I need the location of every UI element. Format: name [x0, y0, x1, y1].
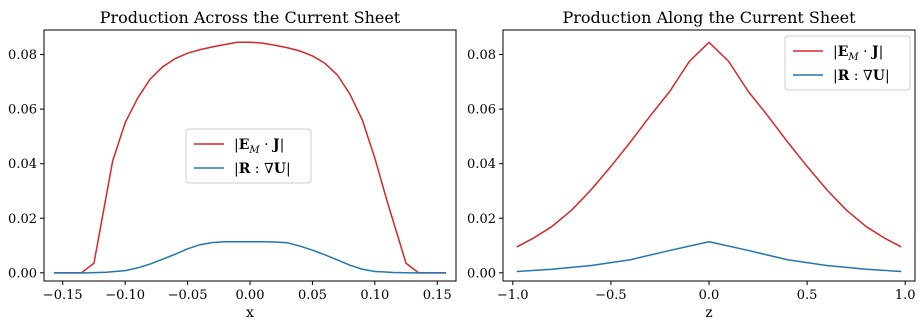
chart-title: Production Along the Current Sheet: [562, 8, 856, 27]
legend-box: [784, 35, 911, 91]
x-tick-label: 0.10: [360, 288, 389, 303]
y-tick-label: 0.00: [467, 266, 496, 281]
legend-label: |EM · J|: [234, 137, 284, 156]
y-tick-label: 0.02: [467, 212, 496, 227]
y-tick-label: 0.04: [467, 157, 496, 172]
x-axis-label: z: [705, 305, 712, 320]
series-line-r-gradu: [516, 240, 902, 273]
series-line-em-j: [53, 41, 447, 274]
series-line-em-j: [516, 41, 902, 248]
legend-label: |R : ∇U|: [234, 161, 291, 177]
y-tick-label: 0.04: [8, 157, 37, 172]
x-tick-label: −0.15: [43, 288, 83, 303]
x-axis-label: x: [246, 305, 254, 320]
x-tick-label: 0.5: [797, 288, 818, 303]
x-tick-label: 0.05: [298, 288, 327, 303]
x-tick-label: −0.5: [595, 288, 627, 303]
left-panel: Production Across the Current Sheet −0.15…: [8, 8, 457, 320]
legend: |EM · J| |R : ∇U|: [185, 128, 312, 184]
chart-title: Production Across the Current Sheet: [100, 8, 401, 27]
y-tick-label: 0.00: [8, 266, 37, 281]
y-tick-label: 0.06: [467, 103, 496, 118]
y-tick-label: 0.08: [467, 48, 496, 63]
x-tick-label: −0.10: [105, 288, 145, 303]
legend-label: |R : ∇U|: [833, 68, 890, 84]
y-tick-label: 0.06: [8, 103, 37, 118]
x-tick-label: 0.15: [423, 288, 452, 303]
x-tick-label: −1.0: [497, 288, 529, 303]
right-panel: Production Along the Current Sheet −1.0 −0…: [467, 8, 915, 320]
legend: |EM · J| |R : ∇U|: [784, 35, 911, 91]
series-line-r-gradu: [53, 240, 447, 274]
legend-box: [185, 128, 312, 184]
x-tick-label: 1.0: [895, 288, 916, 303]
y-tick-label: 0.02: [8, 212, 37, 227]
y-tick-label: 0.08: [8, 48, 37, 63]
x-tick-label: 0.00: [236, 288, 265, 303]
x-tick-label: −0.05: [168, 288, 208, 303]
legend-label: |EM · J|: [833, 44, 883, 63]
x-tick-label: 0.0: [699, 288, 720, 303]
